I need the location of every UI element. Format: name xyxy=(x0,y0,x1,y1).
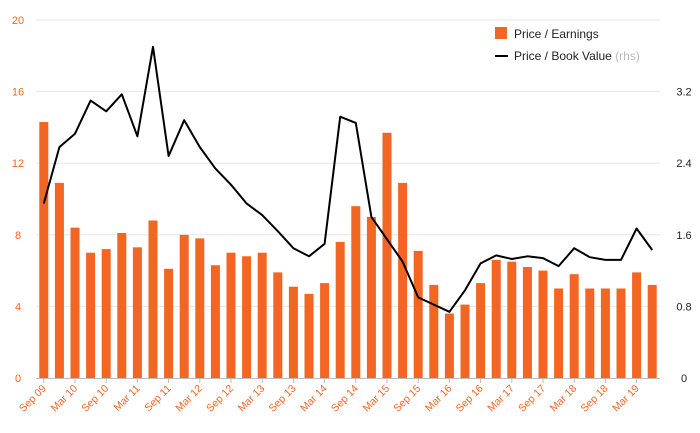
x-tick-label: Mar 18 xyxy=(548,383,580,415)
x-tick-label: Mar 16 xyxy=(423,383,455,415)
bar-price-earnings xyxy=(54,182,64,378)
x-tick-label: Sep 09 xyxy=(17,383,49,415)
x-tick-label: Sep 15 xyxy=(391,383,423,415)
legend-label-price-earnings: Price / Earnings xyxy=(514,27,599,41)
bar-price-earnings xyxy=(273,272,283,378)
legend-item-price-book: Price / Book Value (rhs) xyxy=(495,49,640,63)
bar-price-earnings xyxy=(210,265,220,378)
bar-price-earnings xyxy=(148,220,158,378)
bar-price-earnings xyxy=(39,122,49,378)
bar-price-earnings xyxy=(179,234,189,378)
bar-price-earnings xyxy=(382,132,392,378)
x-tick-label: Mar 14 xyxy=(298,383,330,415)
bar-price-earnings xyxy=(632,272,642,378)
legend-swatch-bars xyxy=(495,27,507,39)
left-tick-label: 20 xyxy=(12,15,24,27)
right-tick-label: 3.2 xyxy=(676,87,691,99)
bar-price-earnings xyxy=(101,249,111,378)
x-tick-label: Mar 12 xyxy=(173,383,205,415)
bar-price-earnings xyxy=(460,304,470,378)
legend-label-price-book-main: Price / Book Value xyxy=(514,49,612,63)
bar-price-earnings xyxy=(226,252,236,378)
bar-price-earnings xyxy=(320,283,330,378)
left-tick-label: 0 xyxy=(15,373,21,385)
left-tick-label: 8 xyxy=(15,230,21,242)
bar-price-earnings xyxy=(585,288,595,378)
bar-series-price-earnings xyxy=(39,122,657,378)
line-series-price-book xyxy=(42,45,654,313)
bar-price-earnings xyxy=(538,270,548,378)
bar-price-earnings xyxy=(70,227,80,378)
x-tick-label: Mar 11 xyxy=(111,383,142,414)
bar-price-earnings xyxy=(647,284,657,378)
bar-price-earnings xyxy=(242,256,252,378)
left-tick-label: 16 xyxy=(12,87,24,99)
bar-price-earnings xyxy=(304,293,314,378)
bar-price-earnings xyxy=(616,288,626,378)
bar-price-earnings xyxy=(164,268,174,378)
x-tick-label: Sep 18 xyxy=(579,383,611,415)
right-tick-label: 2.4 xyxy=(676,158,691,170)
left-axis-ticks: 0 4 8 12 16 20 xyxy=(12,15,24,385)
bar-price-earnings xyxy=(522,267,532,378)
bar-price-earnings xyxy=(569,274,579,378)
right-tick-label: 0.8 xyxy=(676,301,691,313)
bar-price-earnings xyxy=(366,216,376,378)
x-tick-label: Mar 13 xyxy=(236,383,268,415)
x-tick-label: Sep 13 xyxy=(267,383,299,415)
bar-price-earnings xyxy=(444,313,454,378)
x-tick-label: Mar 19 xyxy=(610,383,642,415)
x-tick-label: Sep 17 xyxy=(516,383,548,415)
bar-price-earnings xyxy=(195,238,205,378)
bar-price-earnings xyxy=(86,252,96,378)
bar-price-earnings xyxy=(398,182,408,378)
x-tick-label: Sep 16 xyxy=(454,383,486,415)
x-tick-label: Sep 12 xyxy=(204,383,236,415)
left-tick-label: 4 xyxy=(15,301,21,313)
bar-price-earnings xyxy=(413,250,423,378)
legend: Price / Earnings Price / Book Value (rhs… xyxy=(495,27,640,63)
legend-label-price-book: Price / Book Value (rhs) xyxy=(514,49,640,63)
bar-price-earnings xyxy=(600,288,610,378)
right-tick-label: 0 xyxy=(681,373,687,385)
x-tick-label: Mar 17 xyxy=(485,383,517,415)
legend-label-rhs: (rhs) xyxy=(615,49,640,63)
bar-price-earnings xyxy=(507,261,517,378)
right-tick-label: 1.6 xyxy=(676,230,691,242)
x-tick-label: Mar 10 xyxy=(49,383,81,415)
x-tick-label: Sep 10 xyxy=(79,383,111,415)
bar-price-earnings xyxy=(476,283,486,378)
bar-price-earnings xyxy=(491,259,501,378)
x-axis-ticks: Sep 09 Mar 10 Sep 10 Mar 11 Sep 11 Mar 12 Sep … xyxy=(17,378,642,415)
bar-price-earnings xyxy=(429,284,439,378)
bar-price-earnings xyxy=(554,288,564,378)
right-axis-ticks: 0 0.8 1.6 2.4 3.2 xyxy=(676,87,691,385)
x-tick-label: Mar 15 xyxy=(361,383,393,415)
bar-price-earnings xyxy=(351,206,361,378)
bar-price-earnings xyxy=(117,233,127,378)
bar-price-earnings xyxy=(132,247,142,378)
bar-price-earnings xyxy=(257,252,267,378)
bar-price-earnings xyxy=(288,286,298,378)
bar-price-earnings xyxy=(335,241,345,378)
left-tick-label: 12 xyxy=(12,158,24,170)
x-tick-label: Sep 14 xyxy=(329,383,361,415)
legend-item-price-earnings: Price / Earnings xyxy=(495,27,599,41)
x-tick-label: Sep 11 xyxy=(142,383,174,415)
